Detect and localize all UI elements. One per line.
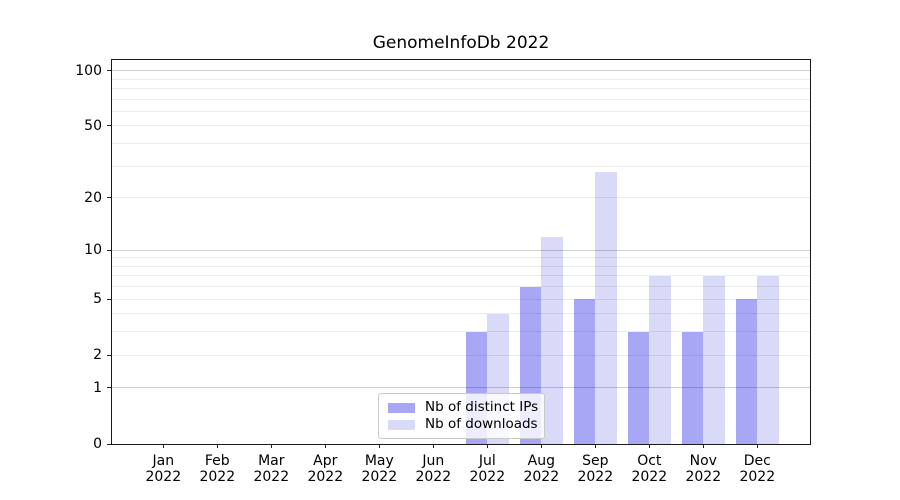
y-tick-0 xyxy=(107,443,111,445)
x-tick-label-jun: Jun 2022 xyxy=(415,453,452,485)
legend-swatch-distinct-ips-icon xyxy=(388,402,415,413)
x-tick-label-aug: Aug 2022 xyxy=(523,453,560,485)
axis-layer: 0 1 2 5 10 20 50 100 Jan 2022 Feb 2022 Mar 2022 Apr… xyxy=(75,60,810,485)
y-tick-label-0: 0 xyxy=(93,436,102,452)
bar-nb-of-downloads-dec-2022 xyxy=(757,275,779,444)
x-tick-jun xyxy=(432,444,434,448)
x-tick-dec xyxy=(756,444,758,448)
y-tick-50 xyxy=(107,125,111,127)
x-tick-may xyxy=(378,444,380,448)
x-tick-mar xyxy=(270,444,272,448)
x-tick-oct xyxy=(648,444,650,448)
y-tick-label-10: 10 xyxy=(84,242,102,259)
y-tick-1 xyxy=(107,387,111,389)
x-tick-label-sep: Sep 2022 xyxy=(577,453,614,485)
x-tick-jan xyxy=(162,444,164,448)
bar-nb-of-distinct-ips-nov-2022 xyxy=(681,331,704,444)
y-tick-label-1: 1 xyxy=(93,379,102,396)
x-tick-label-mar: Mar 2022 xyxy=(253,453,290,485)
y-tick-20 xyxy=(107,197,111,199)
x-tick-label-jul: Jul 2022 xyxy=(469,453,506,485)
x-tick-feb xyxy=(216,444,218,448)
bar-nb-of-downloads-oct-2022 xyxy=(649,275,671,444)
bar-nb-of-downloads-sep-2022 xyxy=(595,171,617,444)
legend-item-downloads: Nb of downloads xyxy=(388,416,538,433)
y-tick-label-5: 5 xyxy=(93,291,102,308)
x-tick-label-may: May 2022 xyxy=(361,453,398,485)
x-tick-label-nov: Nov 2022 xyxy=(685,453,722,485)
y-tick-100 xyxy=(107,70,111,72)
x-tick-apr xyxy=(324,444,326,448)
bar-nb-of-downloads-nov-2022 xyxy=(703,275,725,444)
y-tick-5 xyxy=(107,298,111,300)
x-tick-jul xyxy=(486,444,488,448)
x-tick-label-oct: Oct 2022 xyxy=(631,453,668,485)
legend-swatch-downloads-icon xyxy=(388,419,415,430)
legend-label-distinct-ips: Nb of distinct IPs xyxy=(425,399,539,415)
legend: Nb of distinct IPs Nb of downloads xyxy=(378,393,545,439)
bar-nb-of-distinct-ips-sep-2022 xyxy=(573,299,596,444)
plot-area: 0 1 2 5 10 20 50 100 Jan 2022 Feb 2022 Mar 2022 Apr… xyxy=(75,59,811,485)
y-tick-10 xyxy=(107,249,111,251)
x-tick-label-apr: Apr 2022 xyxy=(307,453,344,485)
bar-nb-of-distinct-ips-oct-2022 xyxy=(627,331,650,444)
y-tick-2 xyxy=(107,354,111,356)
y-tick-label-20: 20 xyxy=(84,189,102,206)
x-tick-label-feb: Feb 2022 xyxy=(199,453,236,485)
y-tick-label-50: 50 xyxy=(84,117,102,134)
bar-nb-of-distinct-ips-dec-2022 xyxy=(735,299,758,444)
x-tick-aug xyxy=(540,444,542,448)
x-tick-nov xyxy=(702,444,704,448)
chart-title: GenomeInfoDb 2022 xyxy=(372,33,550,53)
x-tick-sep xyxy=(594,444,596,448)
x-tick-label-jan: Jan 2022 xyxy=(145,453,182,485)
x-tick-label-dec: Dec 2022 xyxy=(739,453,776,485)
y-tick-label-100: 100 xyxy=(75,62,102,79)
bars-layer xyxy=(112,60,810,444)
legend-item-distinct-ips: Nb of distinct IPs xyxy=(388,399,539,416)
y-tick-label-2: 2 xyxy=(93,347,102,364)
legend-label-downloads: Nb of downloads xyxy=(425,416,538,432)
bar-nb-of-downloads-aug-2022 xyxy=(541,236,563,444)
